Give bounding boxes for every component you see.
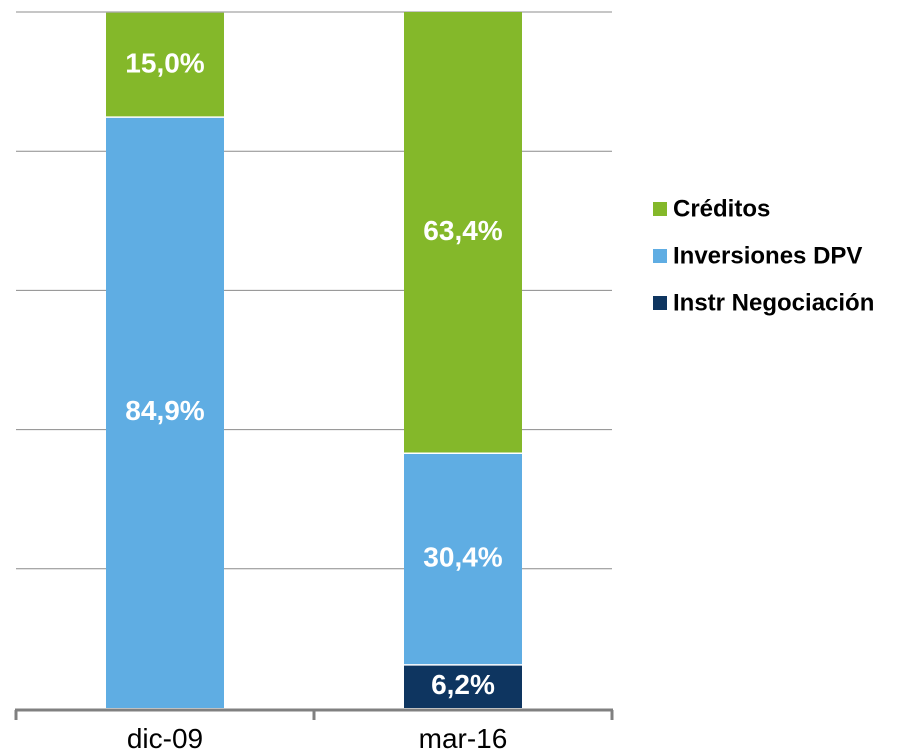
- legend-label: Instr Negociación: [673, 289, 874, 316]
- legend-swatch: [653, 296, 667, 310]
- bars: 84,9% 15,0% 6,2% 30,4% 63,4%: [106, 12, 522, 708]
- bar-segment: [404, 664, 522, 708]
- bar-segment: [404, 12, 522, 454]
- bar-data-label: 6,2%: [431, 669, 495, 700]
- gridlines: [16, 11, 612, 570]
- legend-label: Créditos: [673, 195, 770, 222]
- x-tick-label: mar-16: [419, 723, 508, 754]
- bar-segment: [404, 453, 522, 665]
- bar-data-label: 63,4%: [423, 215, 502, 246]
- legend-swatch: [653, 249, 667, 263]
- legend-label: Inversiones DPV: [673, 242, 862, 269]
- legend: Créditos Inversiones DPV Instr Negociación: [653, 195, 874, 316]
- bar-data-label: 15,0%: [125, 47, 204, 78]
- bar-segment: [106, 117, 224, 708]
- bar-segment: [106, 12, 224, 118]
- x-axis: dic-09 mar-16: [14, 708, 614, 754]
- bar-data-label: 30,4%: [423, 541, 502, 572]
- x-tick-label: dic-09: [127, 723, 203, 754]
- bar-data-label: 84,9%: [125, 395, 204, 426]
- legend-swatch: [653, 202, 667, 216]
